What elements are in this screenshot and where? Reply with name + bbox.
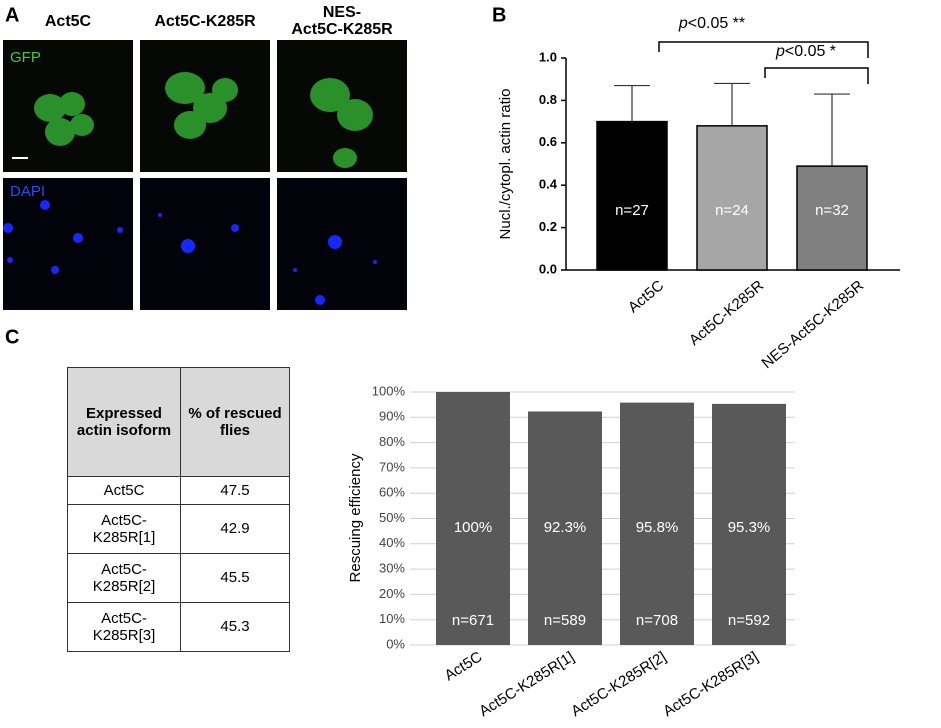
bar (796, 165, 868, 271)
table-row: Act5C-K285R[2] 45.5 (67, 552, 290, 603)
image-dapi-3 (277, 178, 407, 310)
significance-bracket (658, 41, 869, 58)
y-tick-label: 90% (379, 409, 405, 424)
significance-label: p<0.05 * (775, 43, 836, 60)
gfp-cells (34, 72, 373, 168)
bar-annotation: n=589 (544, 612, 586, 629)
panel-label: B (492, 4, 506, 26)
bar (528, 411, 602, 645)
y-tick-label: 60% (379, 485, 405, 500)
bar (436, 392, 510, 645)
bar (712, 403, 786, 645)
table-row: Act5C-K285R[3] 45.3 (67, 601, 290, 653)
header-cell: Expressed actin isoform (67, 366, 181, 478)
x-tick-label: Act5C-K285R[3] (660, 648, 761, 720)
x-tick-label: Act5C-K285R (686, 277, 767, 349)
y-tick-label: 20% (379, 586, 405, 601)
significance-label: p<0.05 ** (678, 15, 745, 32)
bar-annotation: n=708 (636, 612, 678, 629)
value-label: 92.3% (544, 519, 587, 536)
y-tick-label: 0.0 (539, 261, 557, 276)
y-tick-label: 100% (372, 383, 406, 398)
table-cell: 42.9 (180, 503, 290, 554)
bar (696, 125, 768, 271)
table-row: Act5C 47.5 (67, 476, 290, 505)
table-header: Expressed actin isoform % of rescued fli… (67, 366, 290, 478)
y-tick-label: 10% (379, 611, 405, 626)
y-tick-label: 0% (386, 636, 405, 651)
image-dapi-2 (140, 178, 270, 310)
row-label: GFP (10, 49, 41, 66)
micrographs (3, 40, 407, 310)
significance-p: p (678, 15, 688, 32)
x-tick-label: Act5C-K285R[2] (568, 648, 669, 720)
x-tick-label: Act5C (442, 648, 486, 684)
y-tick-label: 50% (379, 510, 405, 525)
bar-annotation: n=592 (728, 612, 770, 629)
bar (620, 402, 694, 645)
table-cell: Act5C-K285R[1] (67, 503, 181, 554)
table-row: Act5C-K285R[1] 42.9 (67, 503, 290, 554)
table-cell: 45.5 (180, 552, 290, 603)
header-cell: % of rescued flies (180, 366, 290, 478)
x-tick-label: Act5C-K285R[1] (476, 648, 577, 720)
column-header: Act5C (45, 13, 92, 30)
value-label: 100% (454, 519, 492, 536)
dapi-nuclei (3, 200, 377, 305)
bar-annotation: n=24 (715, 202, 749, 219)
y-tick-label: 0.2 (539, 219, 557, 234)
bar (596, 120, 668, 271)
y-tick-label: 80% (379, 434, 405, 449)
rescue-table: Expressed actin isoform % of rescued fli… (67, 366, 290, 653)
value-label: 95.8% (636, 519, 679, 536)
column-header: NES- (323, 4, 361, 21)
y-tick-label: 1.0 (539, 49, 557, 64)
x-tick-label: Act5C (625, 277, 667, 316)
table-cell: 47.5 (180, 476, 290, 505)
y-tick-label: 30% (379, 561, 405, 576)
y-tick-label: 0.4 (539, 177, 558, 192)
table-cell: Act5C (67, 476, 181, 505)
significance-bracket (764, 67, 869, 84)
x-tick-label: NES-Act5C-K285R (758, 277, 867, 372)
bar-annotation: n=671 (452, 612, 494, 629)
significance-text: <0.05 * (785, 43, 836, 60)
row-label: DAPI (10, 183, 45, 200)
y-tick-label: 0.8 (539, 92, 557, 107)
significance-p: p (775, 43, 785, 60)
y-tick-label: 0.6 (539, 134, 557, 149)
table-cell: Act5C-K285R[3] (67, 601, 181, 653)
bar-annotation: n=27 (615, 202, 649, 219)
column-header: Act5C-K285R (291, 21, 393, 38)
y-axis-label: Rescuing efficiency (347, 453, 364, 582)
table-cell: Act5C-K285R[2] (67, 552, 181, 603)
significance-text: <0.05 ** (688, 15, 745, 32)
y-tick-label: 70% (379, 459, 405, 474)
value-label: 95.3% (728, 519, 771, 536)
image-dapi-1 (3, 178, 133, 310)
column-header: Act5C-K285R (154, 13, 256, 30)
bar-annotation: n=32 (815, 202, 849, 219)
y-tick-label: 40% (379, 535, 405, 550)
panel-label: C (5, 326, 19, 348)
y-axis-label: Nucl./cytopl. actin ratio (497, 89, 514, 240)
table-cell: 45.3 (180, 601, 290, 653)
panel-label: A (5, 4, 19, 26)
